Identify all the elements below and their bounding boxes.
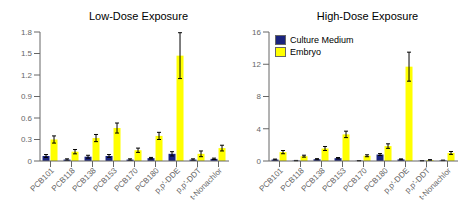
svg-text:PCB170: PCB170 [341, 166, 369, 194]
svg-text:4: 4 [257, 125, 262, 134]
svg-text:PCB153: PCB153 [320, 166, 348, 194]
svg-text:p,p'-DDT: p,p'-DDT [174, 166, 203, 195]
svg-text:1.5: 1.5 [21, 49, 33, 58]
svg-text:0: 0 [28, 157, 33, 166]
svg-text:t-Nonachlor: t-Nonachlor [188, 166, 224, 202]
svg-text:0: 0 [257, 157, 262, 166]
svg-text:PCB138: PCB138 [299, 166, 327, 194]
html-text:Embryo: Embryo [290, 47, 321, 57]
svg-text:8: 8 [257, 92, 262, 101]
html-text:Low-Dose Exposure: Low-Dose Exposure [89, 10, 188, 22]
svg-text:PCB180: PCB180 [133, 166, 161, 194]
svg-text:PCB118: PCB118 [49, 166, 77, 194]
svg-text:0.6: 0.6 [21, 114, 33, 123]
html-text:Culture Medium: Culture Medium [290, 35, 354, 45]
svg-text:1.2: 1.2 [21, 71, 33, 80]
svg-text:PCB101: PCB101 [257, 166, 285, 194]
svg-text:PCB153: PCB153 [91, 166, 119, 194]
svg-text:1.8: 1.8 [21, 28, 33, 37]
html-text:High-Dose Exposure: High-Dose Exposure [316, 10, 419, 22]
svg-text:PCB138: PCB138 [70, 166, 98, 194]
svg-text:p,p'-DDT: p,p'-DDT [403, 166, 432, 195]
svg-text:0.9: 0.9 [21, 92, 33, 101]
svg-text:PCB180: PCB180 [362, 166, 390, 194]
svg-text:PCB118: PCB118 [278, 166, 306, 194]
svg-text:PCB101: PCB101 [28, 166, 56, 194]
svg-text:p,p'-DDE: p,p'-DDE [152, 166, 182, 196]
svg-text:12: 12 [252, 60, 261, 69]
svg-text:0.3: 0.3 [21, 135, 33, 144]
svg-text:p,p'-DDE: p,p'-DDE [381, 166, 411, 196]
svg-text:16: 16 [252, 28, 261, 37]
svg-text:PCB170: PCB170 [112, 166, 140, 194]
svg-text:t-Nonachlor: t-Nonachlor [417, 166, 453, 202]
